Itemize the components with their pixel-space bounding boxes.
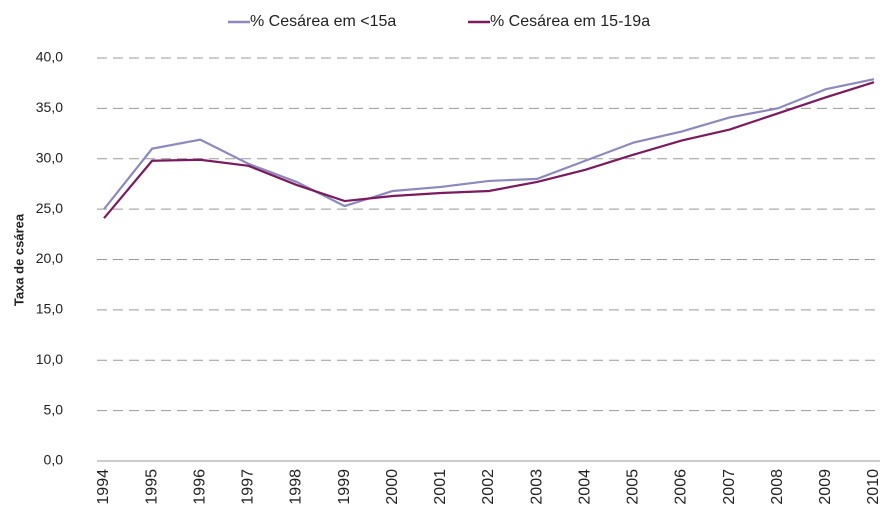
x-tick-label: 1998: [288, 469, 305, 505]
x-tick-label: 2010: [865, 469, 882, 505]
x-tick-label: 2004: [576, 469, 593, 505]
y-tick-label: 30,0: [36, 149, 63, 165]
y-axis-label: Taxa de csárea: [11, 213, 26, 306]
x-tick-label: 1996: [191, 469, 208, 505]
x-tick-label: 1995: [143, 469, 160, 505]
x-tick-label: 2009: [817, 469, 834, 505]
y-tick-label: 0,0: [44, 452, 64, 468]
x-tick-label: 1994: [95, 469, 112, 505]
x-tick-label: 2002: [480, 469, 497, 505]
x-tick-label: 2006: [673, 469, 690, 505]
legend-label: % Cesárea em <15a: [250, 13, 396, 30]
x-tick-label: 2003: [528, 469, 545, 505]
legend-label: % Cesárea em 15-19a: [490, 13, 650, 30]
y-tick-label: 40,0: [36, 49, 63, 65]
y-tick-label: 15,0: [36, 301, 63, 317]
x-tick-label: 2007: [721, 469, 738, 505]
x-tick-label: 2001: [432, 469, 449, 505]
x-tick-label: 2000: [384, 469, 401, 505]
x-tick-label: 2008: [769, 469, 786, 505]
y-tick-label: 35,0: [36, 99, 63, 115]
series-line: [103, 78, 875, 210]
x-tick-label: 1999: [336, 469, 353, 505]
x-tick-label: 2005: [625, 469, 642, 505]
y-tick-label: 25,0: [36, 200, 63, 216]
x-tick-label: 1997: [240, 469, 257, 505]
series-line: [103, 81, 875, 219]
y-tick-label: 20,0: [36, 250, 63, 266]
y-tick-label: 5,0: [44, 401, 64, 417]
y-tick-label: 10,0: [36, 351, 63, 367]
